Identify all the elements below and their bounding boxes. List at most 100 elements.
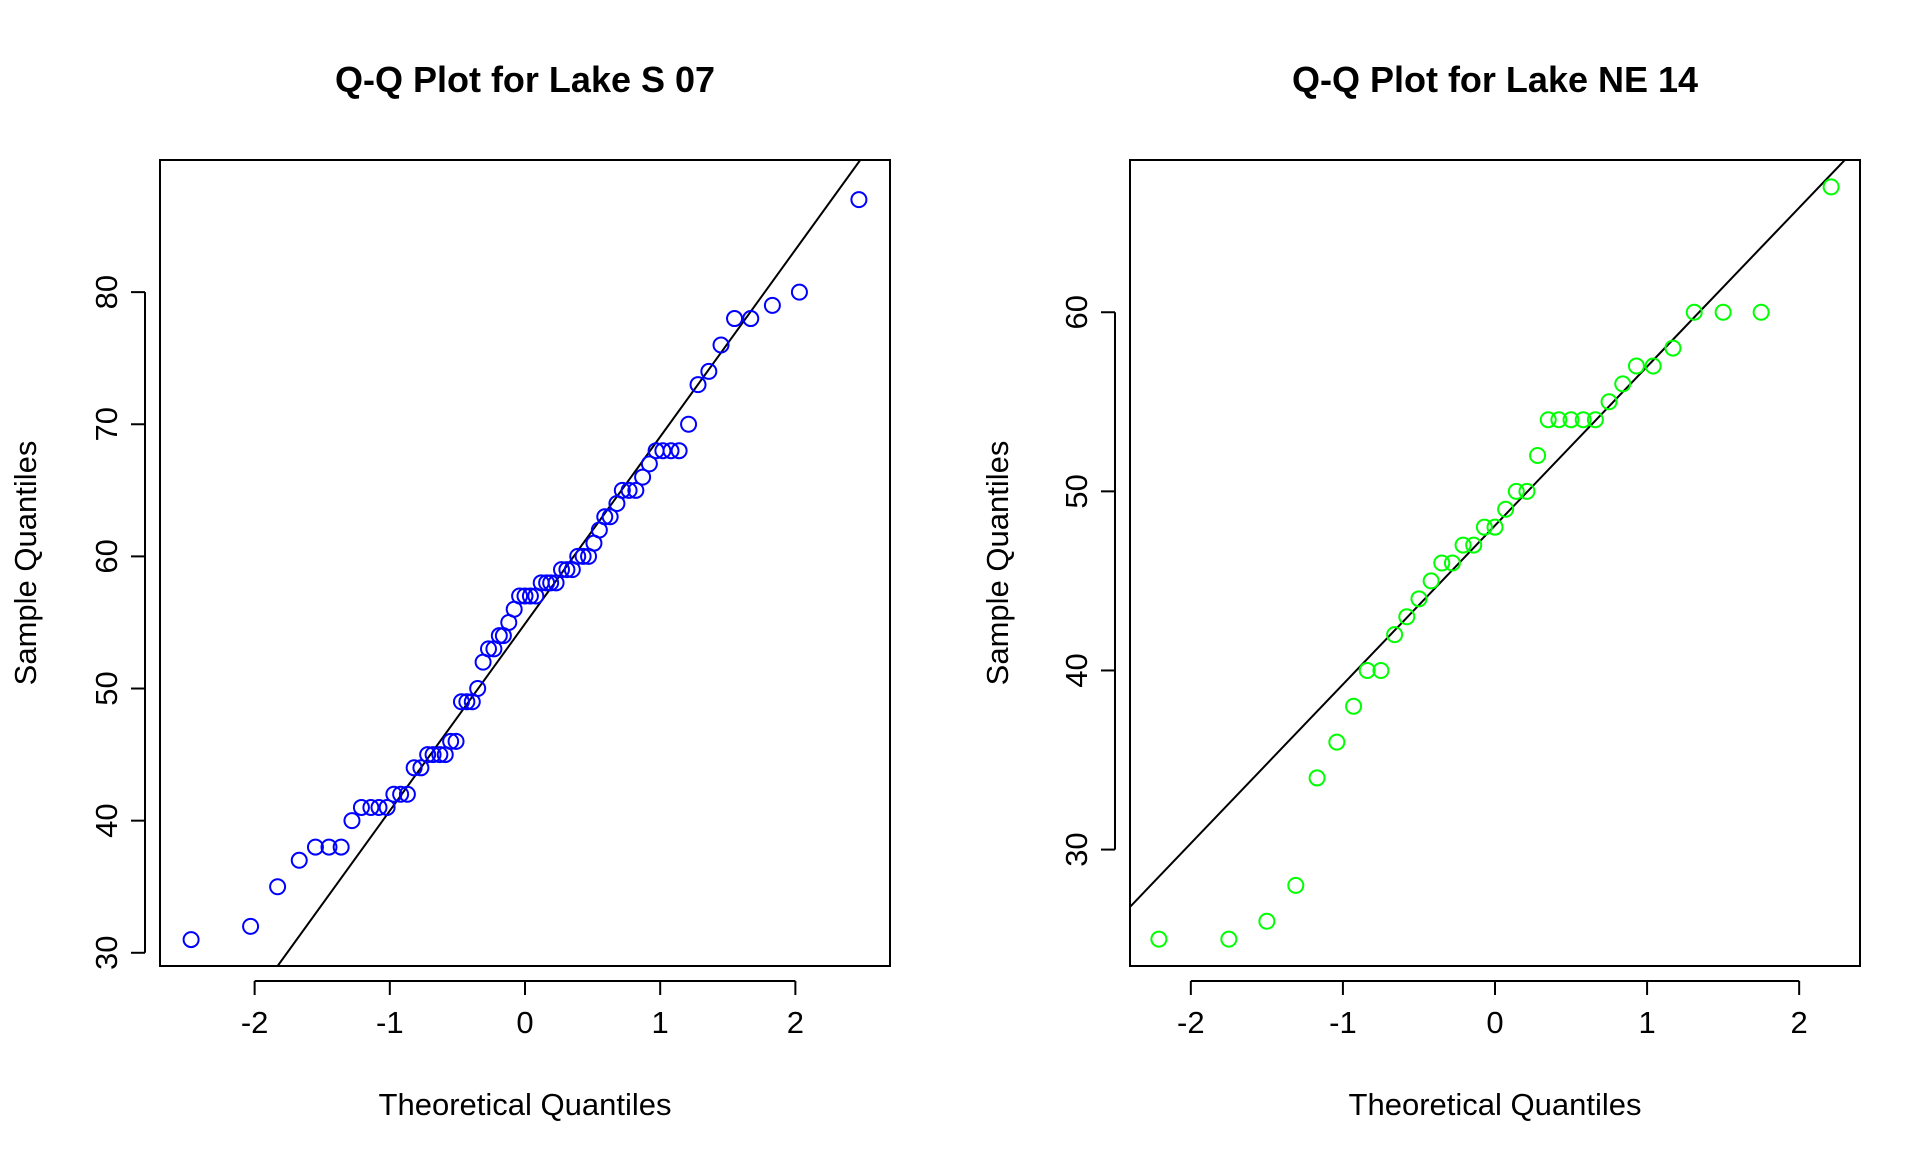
data-point	[763, 296, 781, 314]
data-point	[447, 732, 465, 750]
data-point	[1422, 572, 1440, 590]
points-layer	[182, 191, 868, 949]
data-point	[654, 442, 672, 460]
data-point	[452, 693, 470, 711]
data-point	[469, 680, 487, 698]
data-point	[542, 574, 560, 592]
data-point	[1372, 661, 1390, 679]
data-point	[850, 191, 868, 209]
data-point	[442, 732, 460, 750]
data-point	[1475, 518, 1493, 536]
data-point	[1627, 357, 1645, 375]
data-point	[726, 310, 744, 328]
qq-plot-lake-s07: Q-Q Plot for Lake S 07 -2 -1 0 1 2 30 40 50 60 7…	[8, 59, 891, 1122]
x-tick-label: 1	[652, 1005, 669, 1040]
data-point	[1497, 500, 1515, 518]
data-point	[1664, 339, 1682, 357]
data-point	[182, 931, 200, 949]
y-tick-label: 50	[89, 671, 124, 705]
data-point	[1308, 769, 1326, 787]
y-tick-label: 50	[1059, 474, 1094, 508]
x-tick-label: -1	[1329, 1005, 1357, 1040]
y-axis: 30 40 50 60 70 80	[89, 275, 146, 970]
y-tick-label: 60	[1059, 295, 1094, 329]
data-point	[1454, 536, 1472, 554]
data-point	[620, 481, 638, 499]
x-tick-label: 0	[1486, 1005, 1503, 1040]
data-point	[458, 693, 476, 711]
data-point	[1486, 518, 1504, 536]
data-point	[352, 798, 370, 816]
x-tick-label: 2	[1791, 1005, 1808, 1040]
data-point	[1562, 411, 1580, 429]
data-point	[1714, 303, 1732, 321]
data-point	[1433, 554, 1451, 572]
data-point	[1752, 303, 1770, 321]
data-point	[1685, 303, 1703, 321]
y-axis-label: Sample Quantiles	[8, 441, 43, 686]
x-tick-label: 1	[1638, 1005, 1655, 1040]
x-tick-label: -2	[1177, 1005, 1205, 1040]
data-point	[601, 508, 619, 526]
data-point	[634, 468, 652, 486]
data-point	[1398, 608, 1416, 626]
data-point	[1150, 930, 1168, 948]
data-point	[362, 798, 380, 816]
data-point	[511, 587, 529, 605]
x-tick-label: -2	[241, 1005, 269, 1040]
data-point	[1600, 393, 1618, 411]
data-point	[490, 627, 508, 645]
data-point	[412, 759, 430, 777]
data-point	[431, 746, 449, 764]
data-point	[392, 785, 410, 803]
y-tick-label: 70	[89, 407, 124, 441]
data-point	[680, 415, 698, 433]
x-tick-label: -1	[376, 1005, 404, 1040]
data-point	[613, 481, 631, 499]
data-point	[1345, 697, 1363, 715]
data-point	[1539, 411, 1557, 429]
data-point	[1644, 357, 1662, 375]
data-point	[1507, 482, 1525, 500]
x-tick-label: 2	[787, 1005, 804, 1040]
qq-plot-lake-ne14: Q-Q Plot for Lake NE 14 -2 -1 0 1 2 30 40 50 60…	[980, 59, 1861, 1122]
y-axis: 30 40 50 60	[1059, 295, 1116, 867]
data-point	[1518, 482, 1536, 500]
plot-frame	[1129, 159, 1861, 967]
data-point	[1258, 912, 1276, 930]
y-axis-label: Sample Quantiles	[980, 441, 1015, 686]
x-axis-label: Theoretical Quantiles	[1349, 1087, 1642, 1122]
x-axis: -2 -1 0 1 2	[1177, 980, 1808, 1040]
data-point	[1287, 876, 1305, 894]
data-point	[1574, 411, 1592, 429]
data-point	[1358, 661, 1376, 679]
data-point	[516, 587, 534, 605]
data-point	[670, 442, 688, 460]
data-point	[480, 640, 497, 658]
data-point	[712, 336, 730, 354]
data-point	[627, 481, 645, 499]
y-tick-label: 60	[89, 539, 124, 573]
data-point	[790, 283, 808, 301]
data-point	[332, 838, 350, 856]
data-point	[689, 376, 707, 394]
plot-title: Q-Q Plot for Lake S 07	[335, 59, 715, 100]
data-point	[569, 547, 587, 565]
data-point	[370, 798, 388, 816]
data-point	[343, 812, 361, 830]
data-point	[596, 508, 614, 526]
data-point	[242, 917, 260, 935]
data-point	[1586, 411, 1604, 429]
data-point	[1386, 626, 1404, 644]
data-point	[700, 362, 718, 380]
data-point	[1443, 554, 1461, 572]
data-point	[385, 785, 403, 803]
x-axis: -2 -1 0 1 2	[241, 980, 804, 1040]
data-point	[640, 455, 658, 473]
y-tick-label: 80	[89, 275, 124, 309]
data-point	[1220, 930, 1238, 948]
y-tick-label: 30	[89, 936, 124, 970]
data-point	[1550, 411, 1568, 429]
data-point	[1328, 733, 1346, 751]
